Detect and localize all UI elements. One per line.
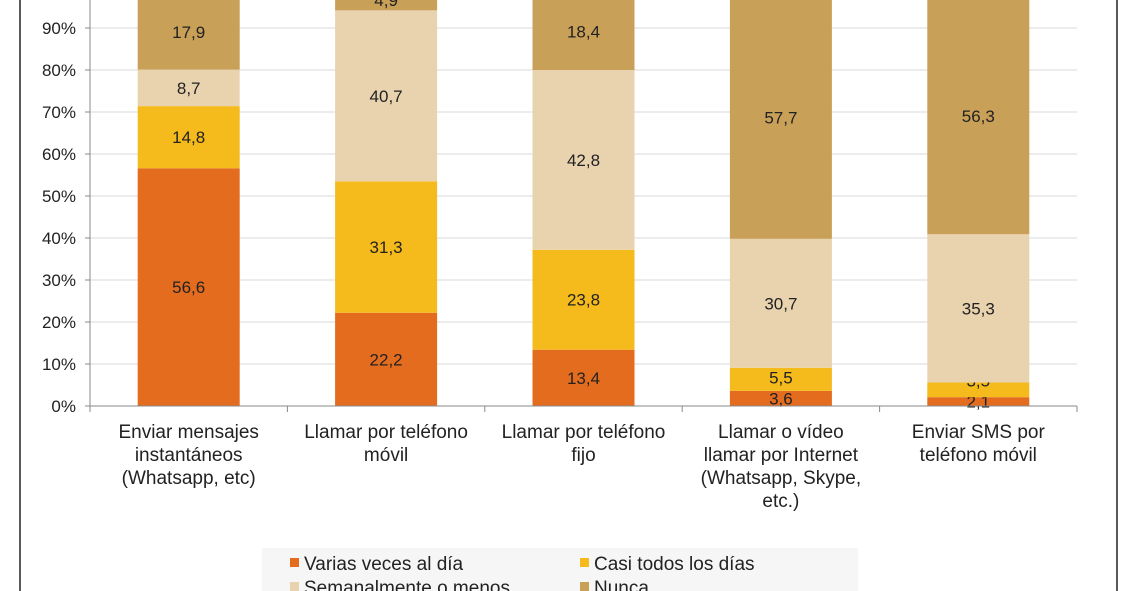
y-tick-label: 90% [42, 19, 76, 38]
data-label: 14,8 [172, 128, 205, 147]
data-label: 56,3 [962, 107, 995, 126]
legend-swatch [290, 582, 299, 591]
data-label: 18,4 [567, 22, 600, 41]
x-category-label: Llamar por teléfono [502, 422, 666, 443]
bar-segment [729, 0, 832, 239]
data-label: 17,9 [172, 23, 205, 42]
x-category-label: Llamar o vídeo [718, 422, 844, 443]
legend-swatch [290, 558, 299, 567]
bar-segment [927, 234, 1030, 383]
x-category-label: Llamar por teléfono [304, 422, 468, 443]
bar-segment [335, 0, 438, 11]
bar-segment [532, 0, 635, 70]
data-label: 3,6 [769, 389, 793, 408]
x-category-label: (Whatsapp, etc) [122, 468, 256, 489]
data-label: 2,1 [966, 393, 990, 412]
y-tick-label: 70% [42, 103, 76, 122]
bar-segment [729, 367, 832, 391]
legend-label: Nunca [594, 578, 649, 591]
x-category-label: Enviar SMS por [912, 422, 1046, 443]
legend-label: Casi todos los días [594, 554, 755, 575]
legend: Varias veces al día Casi todos los días Se… [262, 548, 858, 591]
y-tick-label: 0% [51, 397, 76, 416]
data-label: 4,9 [374, 0, 398, 10]
y-tick-label: 80% [42, 61, 76, 80]
bar-segment [927, 397, 1030, 406]
legend-label: Semanalmente o menos [304, 578, 510, 591]
data-label: 8,7 [177, 79, 201, 98]
data-label: 35,3 [962, 299, 995, 318]
bar-segment [729, 238, 832, 368]
legend-swatch [580, 558, 589, 567]
bar-segment [137, 168, 240, 406]
legend-swatch [580, 582, 589, 591]
bar-segment [335, 312, 438, 406]
y-tick-label: 40% [42, 229, 76, 248]
legend-box [262, 548, 858, 591]
data-label: 22,2 [370, 350, 403, 369]
x-category-label: fijo [571, 445, 595, 466]
bar-segment [927, 382, 1030, 398]
bar-segment [532, 249, 635, 350]
y-tick-label: 60% [42, 145, 76, 164]
x-category-label: Enviar mensajes [118, 422, 258, 443]
data-label: 56,6 [172, 278, 205, 297]
data-label: 31,3 [370, 238, 403, 257]
y-tick-label: 10% [42, 355, 76, 374]
x-category-label: instantáneos [135, 445, 243, 466]
legend-label: Varias veces al día [304, 554, 464, 575]
bar-segment [532, 70, 635, 250]
bar-segment [335, 10, 438, 182]
data-label: 40,7 [370, 87, 403, 106]
bar-segment [335, 181, 438, 313]
y-tick-label: 30% [42, 271, 76, 290]
bar-segment [137, 106, 240, 169]
x-category-label: (Whatsapp, Skype, [701, 468, 862, 489]
data-label: 23,8 [567, 291, 600, 310]
data-label: 30,7 [764, 294, 797, 313]
data-label: 13,4 [567, 369, 600, 388]
x-category-label: etc.) [762, 491, 799, 512]
y-tick-label: 50% [42, 187, 76, 206]
x-category-label: llamar por Internet [704, 445, 859, 466]
bar-segment [532, 349, 635, 406]
data-label: 5,5 [769, 368, 793, 387]
bar-segment [729, 390, 832, 406]
data-label: 42,8 [567, 151, 600, 170]
y-tick-label: 20% [42, 313, 76, 332]
x-category-label: móvil [364, 445, 408, 466]
bar-segment [137, 69, 240, 107]
x-category-label: teléfono móvil [920, 445, 1037, 466]
data-label: 57,7 [764, 109, 797, 128]
bar-segment [137, 0, 240, 70]
bar-segment [927, 0, 1030, 235]
